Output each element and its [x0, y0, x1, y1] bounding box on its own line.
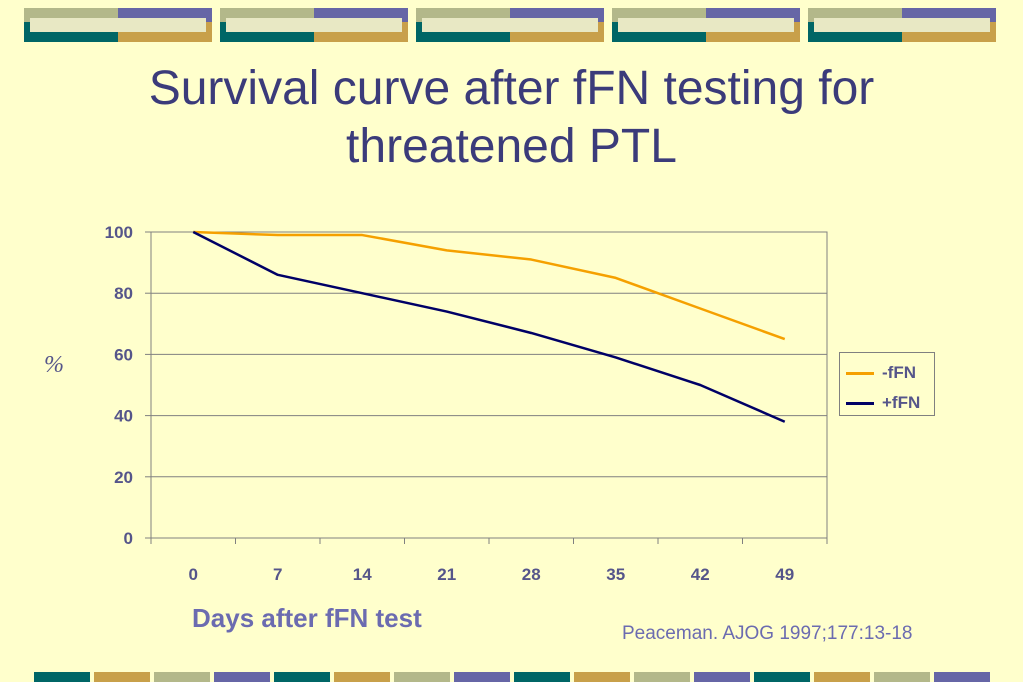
x-tick-label: 49 — [775, 565, 794, 584]
bottom-deco-block — [334, 672, 390, 682]
legend-swatch-neg-ffn — [846, 372, 874, 375]
slide-title-line-1: Survival curve after fFN testing for — [148, 62, 875, 115]
x-tick-label: 28 — [522, 565, 541, 584]
top-decoration-bar — [24, 8, 996, 42]
x-tick-label: 42 — [691, 565, 710, 584]
top-deco-block — [612, 8, 800, 42]
legend-item-pos-ffn: +fFN — [846, 393, 934, 413]
y-tick-label: 40 — [114, 407, 133, 426]
top-deco-block — [808, 8, 996, 42]
bottom-deco-block — [754, 672, 810, 682]
x-tick-label: 7 — [273, 565, 282, 584]
x-tick-label: 14 — [353, 565, 372, 584]
slide-title-line-2: threatened PTL — [346, 120, 677, 173]
top-deco-block — [416, 8, 604, 42]
bottom-deco-block — [694, 672, 750, 682]
legend-item-neg-ffn: -fFN — [846, 363, 934, 383]
bottom-deco-block — [34, 672, 90, 682]
bottom-deco-block — [814, 672, 870, 682]
y-tick-labels: 0 20 40 60 80 100 — [105, 223, 133, 548]
x-tick-label: 21 — [437, 565, 456, 584]
y-axis-label: % — [44, 352, 64, 378]
bottom-deco-block — [514, 672, 570, 682]
x-tick-labels: 0 7 14 21 28 35 42 49 — [189, 565, 795, 584]
slide-title: Survival curve after fFN testing for thr… — [0, 60, 1023, 176]
x-tick-label: 35 — [606, 565, 625, 584]
y-tick-label: 80 — [114, 284, 133, 303]
plot-area — [150, 231, 828, 539]
legend-swatch-pos-ffn — [846, 402, 874, 405]
bottom-deco-block — [454, 672, 510, 682]
bottom-deco-block — [274, 672, 330, 682]
bottom-deco-block — [574, 672, 630, 682]
bottom-decoration-bar — [34, 672, 990, 682]
legend-label-pos-ffn: +fFN — [882, 393, 921, 412]
y-tick-label: 0 — [124, 529, 133, 548]
y-tick-label: 100 — [105, 223, 133, 242]
bottom-deco-block — [94, 672, 150, 682]
chart-gridlines — [151, 231, 827, 478]
series-line-pos-ffn — [192, 230, 786, 423]
bottom-deco-block — [214, 672, 270, 682]
bottom-deco-block — [634, 672, 690, 682]
top-deco-block — [24, 8, 212, 42]
bottom-deco-block — [154, 672, 210, 682]
chart-axes — [145, 231, 828, 544]
bottom-deco-block — [934, 672, 990, 682]
citation-text: Peaceman. AJOG 1997;177:13-18 — [622, 623, 913, 644]
y-tick-label: 60 — [114, 345, 133, 364]
x-axis-label: Days after fFN test — [192, 603, 422, 633]
bottom-deco-block — [394, 672, 450, 682]
chart-series — [192, 230, 786, 423]
series-line-neg-ffn — [193, 230, 786, 341]
bottom-deco-block — [874, 672, 930, 682]
x-tick-label: 0 — [189, 565, 198, 584]
chart-legend: -fFN +fFN — [839, 352, 935, 416]
legend-label-neg-ffn: -fFN — [882, 363, 916, 382]
top-deco-block — [220, 8, 408, 42]
y-tick-label: 20 — [114, 468, 133, 487]
